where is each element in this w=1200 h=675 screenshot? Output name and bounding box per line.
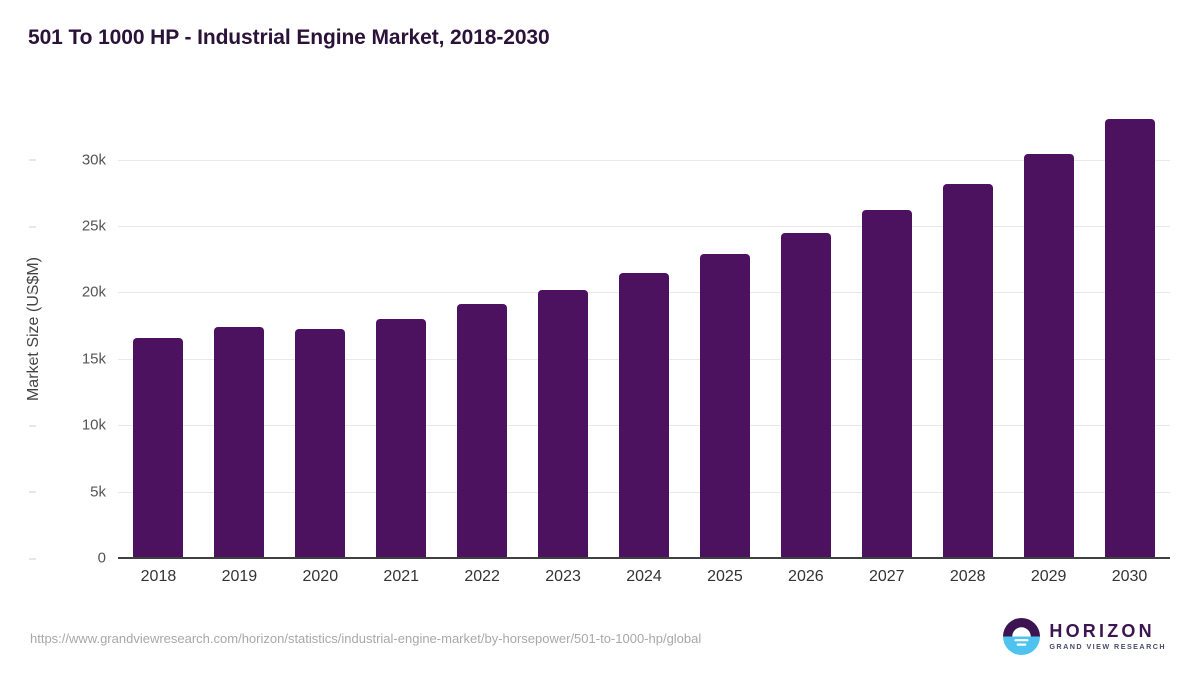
bar[interactable] (619, 272, 669, 558)
logo-wordmark: HORIZON (1049, 621, 1155, 642)
x-axis-tick-label: 2018 (140, 568, 177, 585)
x-axis-tick-label: 2020 (302, 568, 339, 585)
bar[interactable] (376, 319, 427, 558)
bar[interactable] (214, 327, 265, 558)
bar[interactable] (780, 232, 831, 558)
y-axis-tick-label: 25k (29, 218, 106, 235)
x-axis-tick-label: 2019 (221, 568, 258, 585)
x-axis-tick-label: 2029 (1030, 568, 1067, 585)
x-axis-line (118, 557, 1170, 559)
bar[interactable] (295, 329, 346, 558)
page-title: 501 To 1000 HP - Industrial Engine Marke… (28, 26, 550, 49)
bar[interactable] (942, 183, 993, 558)
x-axis-tick-label: 2025 (707, 568, 743, 585)
y-axis-tick-label: 5k (29, 483, 106, 500)
footer-divider (0, 604, 1200, 605)
source-url-link[interactable]: https://www.grandviewresearch.com/horizo… (30, 631, 702, 646)
x-axis-tick-label: 2023 (545, 568, 581, 585)
gridline (118, 159, 1170, 161)
gridline (118, 226, 1170, 228)
bar[interactable] (457, 304, 508, 558)
plot-area (118, 100, 1170, 559)
y-axis-title-label: Market Size (US$M) (25, 256, 42, 402)
horizon-logo-icon (1003, 618, 1041, 655)
y-axis-tick-label: 20k (29, 284, 106, 301)
x-axis-tick-label: 2030 (1111, 568, 1148, 585)
x-axis-tick-label: 2022 (464, 568, 500, 585)
bar[interactable] (133, 337, 184, 558)
bar[interactable] (699, 254, 750, 558)
bar[interactable] (861, 210, 912, 558)
x-axis-tick-label: 2027 (868, 568, 905, 585)
x-axis-tick-label: 2028 (949, 568, 986, 585)
bar[interactable] (538, 289, 589, 558)
y-axis-tick-label: 10k (29, 417, 106, 434)
x-axis-tick-label: 2024 (626, 568, 662, 585)
y-axis-tick-label: 0 (29, 550, 106, 567)
x-axis-tick-label: 2026 (788, 568, 824, 585)
x-axis-tick-label: 2021 (383, 568, 420, 585)
horizon-logo-text: HORIZON GRAND VIEW RESEARCH (1049, 622, 1166, 650)
horizon-logo[interactable]: HORIZON GRAND VIEW RESEARCH (1003, 618, 1166, 655)
bar[interactable] (1104, 118, 1155, 558)
bar[interactable] (1023, 154, 1074, 558)
y-axis-tick-label: 30k (29, 151, 106, 168)
logo-subtitle: GRAND VIEW RESEARCH (1049, 642, 1166, 652)
y-axis-tick-label: 15k (29, 350, 106, 367)
